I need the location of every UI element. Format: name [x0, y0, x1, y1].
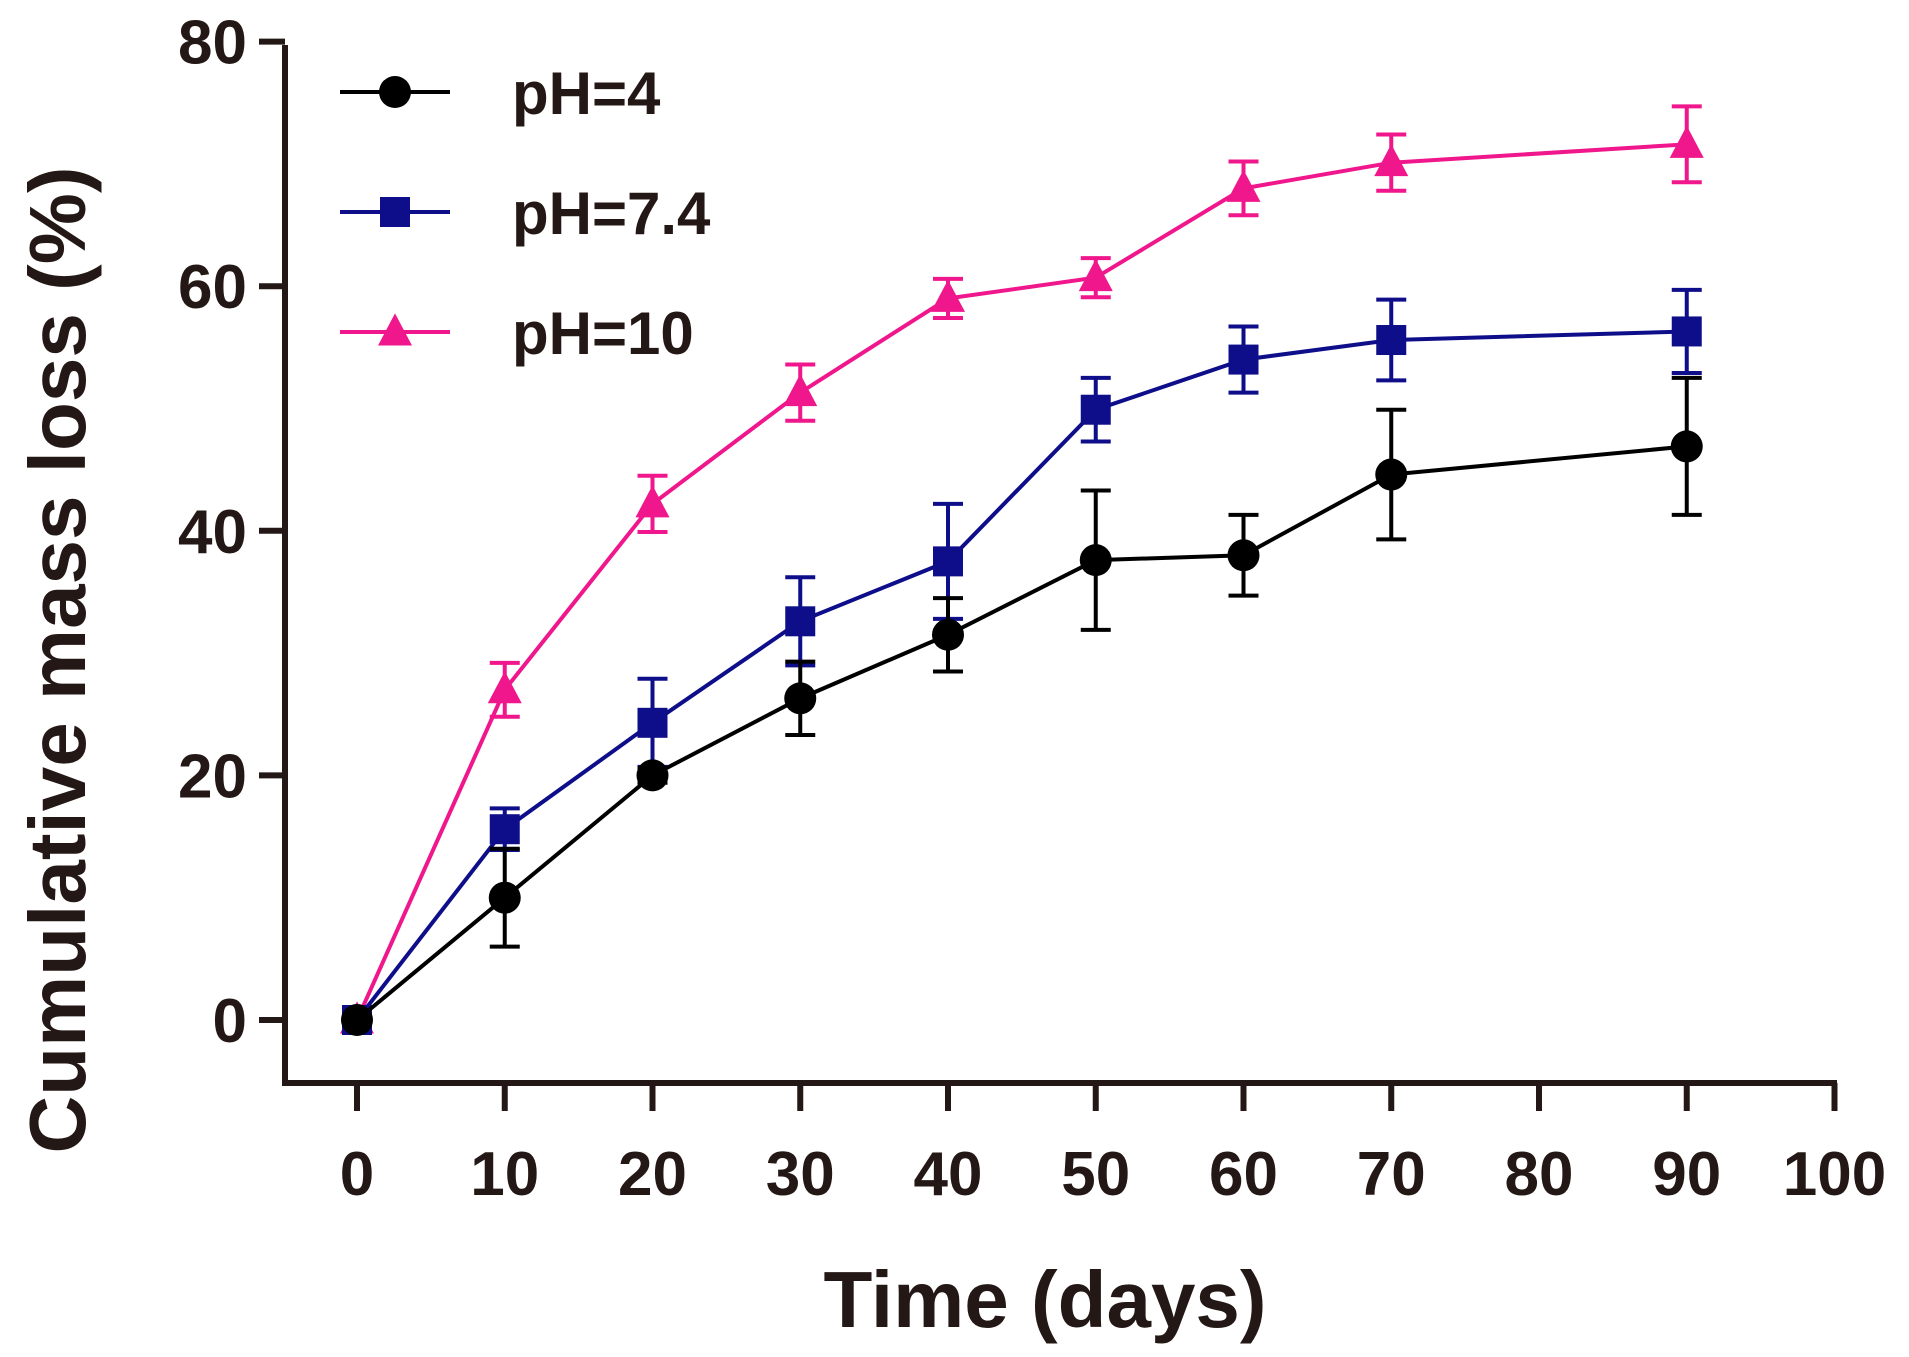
data-point — [488, 881, 521, 914]
data-point — [341, 1004, 373, 1036]
legend-marker — [379, 76, 411, 108]
data-point — [1079, 544, 1112, 577]
data-point — [933, 546, 963, 577]
series-pH=7.4 — [342, 287, 1702, 1035]
data-point — [785, 606, 816, 637]
data-point — [1228, 344, 1259, 375]
x-tick-label: 70 — [1357, 1140, 1426, 1209]
x-tick-label: 50 — [1061, 1140, 1130, 1209]
data-point — [1671, 316, 1702, 347]
series-pH=4 — [341, 375, 1703, 1036]
data-point — [1080, 394, 1111, 425]
legend-marker — [380, 197, 410, 227]
y-tick-label: 40 — [178, 498, 247, 567]
x-tick-label: 80 — [1505, 1140, 1574, 1209]
series-line — [355, 444, 1687, 1022]
data-point — [1226, 169, 1261, 202]
legend-item: pH=4 — [340, 60, 661, 127]
series-layer — [340, 104, 1704, 1036]
data-point — [1374, 144, 1409, 177]
x-tick-label: 40 — [914, 1140, 983, 1209]
data-point — [1227, 539, 1260, 572]
x-tick-label: 100 — [1783, 1140, 1886, 1209]
data-point — [487, 671, 522, 704]
legend-marker — [378, 313, 412, 346]
y-tick-label: 80 — [178, 9, 247, 78]
legend: pH=4 pH=7.4 pH=10 — [340, 60, 711, 367]
series-pH=10 — [340, 104, 1704, 1034]
y-axis-label: Cumulative mass loss (%) — [13, 167, 102, 1154]
data-point — [489, 814, 520, 845]
y-tick-label: 20 — [178, 742, 247, 811]
legend-label: pH=10 — [512, 300, 694, 367]
data-point — [635, 485, 670, 518]
x-tick-label: 90 — [1652, 1140, 1721, 1209]
data-point — [637, 707, 668, 738]
data-point — [1078, 259, 1113, 292]
series-line — [355, 142, 1687, 1021]
data-point — [931, 279, 965, 312]
data-point — [1375, 458, 1408, 491]
x-tick-label: 10 — [470, 1140, 539, 1209]
data-point — [1670, 430, 1703, 463]
data-point — [932, 618, 964, 651]
legend-label: pH=4 — [512, 60, 661, 127]
legend-item: pH=7.4 — [340, 180, 711, 247]
data-point — [1669, 125, 1704, 158]
data-point — [783, 374, 818, 407]
x-tick-label: 20 — [618, 1140, 687, 1209]
x-tick-label: 60 — [1209, 1140, 1278, 1209]
y-tick-label: 0 — [213, 987, 247, 1056]
data-point — [784, 682, 817, 715]
data-point — [636, 759, 669, 792]
x-tick-label: 0 — [340, 1140, 374, 1209]
x-tick-label: 30 — [766, 1140, 835, 1209]
x-axis-label: Time (days) — [823, 1255, 1266, 1344]
series-line — [355, 329, 1687, 1022]
axes: 0 20 40 60 80 0 10 20 30 40 50 60 70 80 90 100 — [178, 9, 1886, 1209]
data-point — [1376, 325, 1407, 356]
legend-item: pH=10 — [340, 300, 694, 367]
legend-label: pH=7.4 — [512, 180, 711, 247]
y-tick-label: 60 — [178, 253, 247, 322]
